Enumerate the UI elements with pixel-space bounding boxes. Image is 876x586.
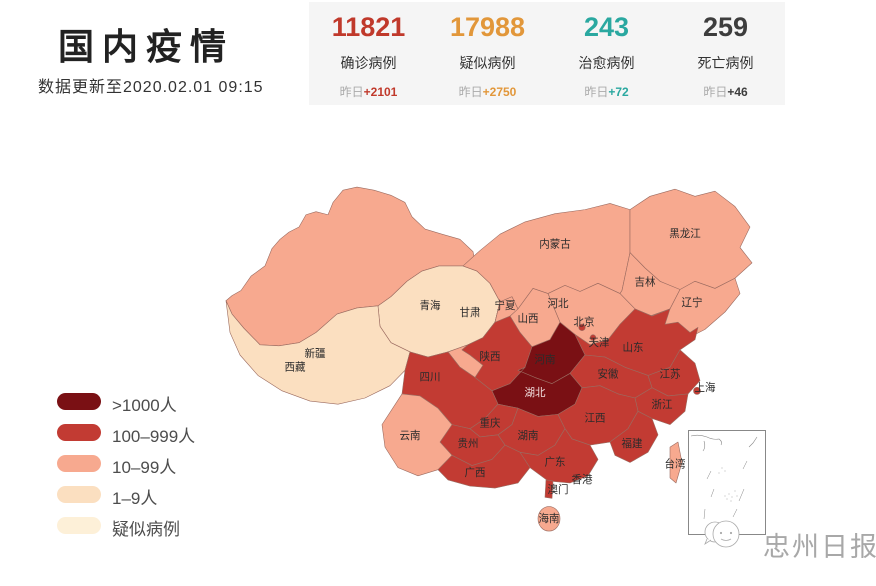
svg-text:内蒙古: 内蒙古 xyxy=(539,237,571,250)
svg-text:青海: 青海 xyxy=(420,299,441,312)
svg-text:陕西: 陕西 xyxy=(480,350,501,363)
svg-text:山东: 山东 xyxy=(623,341,644,354)
svg-text:湖北: 湖北 xyxy=(525,387,546,399)
svg-text:福建: 福建 xyxy=(622,437,643,450)
svg-text:辽宁: 辽宁 xyxy=(682,296,703,309)
svg-text:贵州: 贵州 xyxy=(458,437,479,450)
svg-text:重庆: 重庆 xyxy=(480,417,501,430)
svg-text:甘肃: 甘肃 xyxy=(460,306,481,319)
svg-text:湖南: 湖南 xyxy=(518,429,539,442)
svg-text:浙江: 浙江 xyxy=(652,399,673,411)
svg-text:江西: 江西 xyxy=(585,412,606,424)
svg-text:安徽: 安徽 xyxy=(598,367,619,380)
svg-text:西藏: 西藏 xyxy=(285,361,306,373)
svg-text:黑龙江: 黑龙江 xyxy=(669,227,701,240)
svg-text:台湾: 台湾 xyxy=(665,458,686,471)
svg-text:澳门: 澳门 xyxy=(548,483,569,496)
svg-text:天津: 天津 xyxy=(589,337,610,349)
svg-text:香港: 香港 xyxy=(572,474,593,486)
svg-text:四川: 四川 xyxy=(420,371,441,383)
svg-text:河北: 河北 xyxy=(548,298,569,310)
svg-text:山西: 山西 xyxy=(518,313,539,325)
svg-text:广西: 广西 xyxy=(465,467,486,479)
svg-text:上海: 上海 xyxy=(695,381,716,394)
svg-text:云南: 云南 xyxy=(400,429,421,442)
svg-text:北京: 北京 xyxy=(574,315,595,328)
svg-text:广东: 广东 xyxy=(545,455,566,468)
svg-text:吉林: 吉林 xyxy=(635,275,656,288)
svg-text:江苏: 江苏 xyxy=(660,367,681,380)
svg-text:宁夏: 宁夏 xyxy=(495,299,516,312)
svg-text:新疆: 新疆 xyxy=(305,347,326,360)
svg-text:河南: 河南 xyxy=(535,353,556,366)
svg-text:海南: 海南 xyxy=(539,512,560,525)
